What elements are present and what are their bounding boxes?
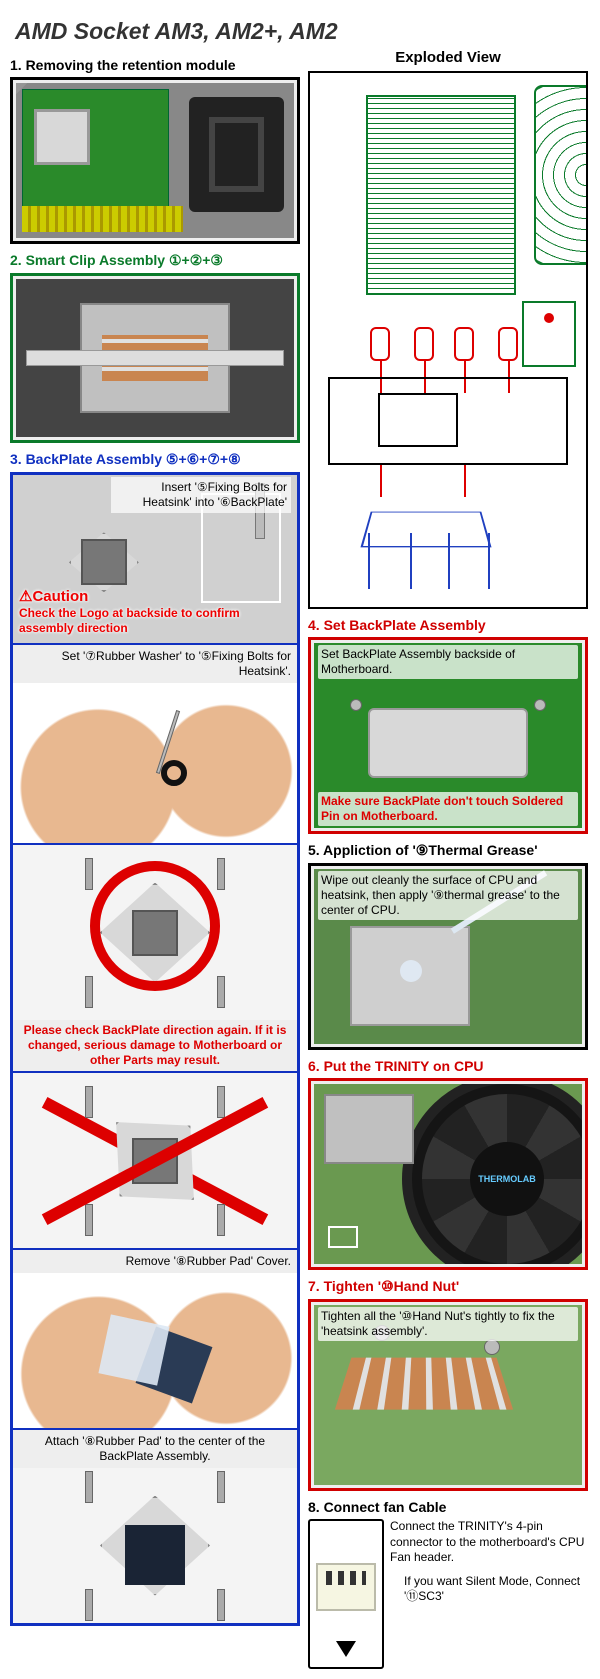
step-4-title: 4. Set BackPlate Assembly <box>308 617 588 633</box>
step-3-sub5-photo <box>13 1273 297 1428</box>
step-3-sub5-caption: Remove '⑧Rubber Pad' Cover. <box>13 1250 297 1273</box>
right-column: Exploded View <box>308 57 588 1669</box>
step-8-text: Connect the TRINITY's 4-pin connector to… <box>390 1519 588 1605</box>
step-3-sub1: Insert '⑤Fixing Bolts for Heatsink' into… <box>13 475 297 645</box>
step-8-connector <box>308 1519 384 1669</box>
step-3-sub2-photo <box>13 683 297 843</box>
step-3-title: 3. BackPlate Assembly ⑤+⑥+⑦+⑧ <box>10 451 300 468</box>
step-8-title: 8. Connect fan Cable <box>308 1499 588 1515</box>
step-5-cap: Wipe out cleanly the surface of CPU and … <box>318 871 578 920</box>
arrow-down-icon <box>336 1641 356 1657</box>
step-3-sub5: Remove '⑧Rubber Pad' Cover. <box>13 1250 297 1430</box>
step-6-panel: THERMOLAB <box>308 1078 588 1270</box>
step-5-panel: Wipe out cleanly the surface of CPU and … <box>308 863 588 1050</box>
page: AMD Socket AM3, AM2+, AM2 1. Removing th… <box>0 0 600 1679</box>
fan-icon: THERMOLAB <box>402 1084 582 1264</box>
step-4-cap-top: Set BackPlate Assembly backside of Mothe… <box>318 645 578 679</box>
step-1: 1. Removing the retention module <box>10 57 300 244</box>
step-4-photo: Set BackPlate Assembly backside of Mothe… <box>314 643 582 828</box>
step-6-photo: THERMOLAB <box>314 1084 582 1264</box>
step-2: 2. Smart Clip Assembly ①+②+③ <box>10 252 300 443</box>
exploded-view: Exploded View <box>308 63 588 609</box>
step-3-sub2-caption: Set '⑦Rubber Washer' to '⑤Fixing Bolts f… <box>13 645 297 683</box>
exploded-diagram <box>310 77 586 607</box>
step-4-cap-bot: Make sure BackPlate don't touch Soldered… <box>318 792 578 826</box>
step-4-panel: Set BackPlate Assembly backside of Mothe… <box>308 637 588 834</box>
caution-box: ⚠Caution Check the Logo at backside to c… <box>19 588 297 635</box>
step-5-photo: Wipe out cleanly the surface of CPU and … <box>314 869 582 1044</box>
step-3-panel: Insert '⑤Fixing Bolts for Heatsink' into… <box>10 472 300 1626</box>
step-3-sub1-caption: Insert '⑤Fixing Bolts for Heatsink' into… <box>111 477 291 513</box>
step-3-sub2: Set '⑦Rubber Washer' to '⑤Fixing Bolts f… <box>13 645 297 845</box>
step-3-sub6-photo <box>13 1468 297 1623</box>
step-1-title: 1. Removing the retention module <box>10 57 300 73</box>
step-7: 7. Tighten '⑩Hand Nut' Tighten all the '… <box>308 1278 588 1491</box>
step-1-photo <box>16 83 294 238</box>
fan-brand: THERMOLAB <box>470 1142 544 1216</box>
step-1-panel <box>10 77 300 244</box>
step-7-cap: Tighten all the '⑩Hand Nut's tightly to … <box>318 1307 578 1341</box>
step-3-sub4-photo <box>13 1073 297 1248</box>
step-7-panel: Tighten all the '⑩Hand Nut's tightly to … <box>308 1299 588 1491</box>
step-3-sub4 <box>13 1073 297 1250</box>
exploded-view-label: Exploded View <box>308 49 588 66</box>
step-7-photo: Tighten all the '⑩Hand Nut's tightly to … <box>314 1305 582 1485</box>
step-8-cap2: If you want Silent Mode, Connect '⑪SC3' <box>390 1574 588 1605</box>
left-column: 1. Removing the retention module 2. Smar… <box>10 57 300 1669</box>
caution-body: Check the Logo at backside to confirm as… <box>19 606 297 635</box>
step-3-warning: Please check BackPlate direction again. … <box>13 1020 297 1071</box>
step-5: 5. Appliction of '⑨Thermal Grease' Wipe … <box>308 842 588 1050</box>
step-3-sub3-photo <box>13 845 297 1020</box>
columns: 1. Removing the retention module 2. Smar… <box>10 57 590 1669</box>
exploded-view-box <box>308 71 588 609</box>
step-2-panel <box>10 273 300 443</box>
step-2-title: 2. Smart Clip Assembly ①+②+③ <box>10 252 300 269</box>
step-8-row: Connect the TRINITY's 4-pin connector to… <box>308 1519 588 1669</box>
step-6: 6. Put the TRINITY on CPU THERMOLAB <box>308 1058 588 1270</box>
step-3-sub3: Please check BackPlate direction again. … <box>13 845 297 1073</box>
caution-head: ⚠Caution <box>19 588 297 606</box>
correct-circle-icon <box>90 861 220 991</box>
step-8-cap1: Connect the TRINITY's 4-pin connector to… <box>390 1519 588 1566</box>
step-6-title: 6. Put the TRINITY on CPU <box>308 1058 588 1074</box>
step-3: 3. BackPlate Assembly ⑤+⑥+⑦+⑧ Insert '⑤F… <box>10 451 300 1626</box>
step-3-sub6: Attach '⑧Rubber Pad' to the center of th… <box>13 1430 297 1623</box>
step-8: 8. Connect fan Cable Connect the TRINITY… <box>308 1499 588 1669</box>
step-4: 4. Set BackPlate Assembly Set BackPlate … <box>308 617 588 834</box>
step-7-title: 7. Tighten '⑩Hand Nut' <box>308 1278 588 1295</box>
step-5-title: 5. Appliction of '⑨Thermal Grease' <box>308 842 588 859</box>
step-2-photo <box>16 279 294 437</box>
step-3-sub6-caption: Attach '⑧Rubber Pad' to the center of th… <box>13 1430 297 1468</box>
